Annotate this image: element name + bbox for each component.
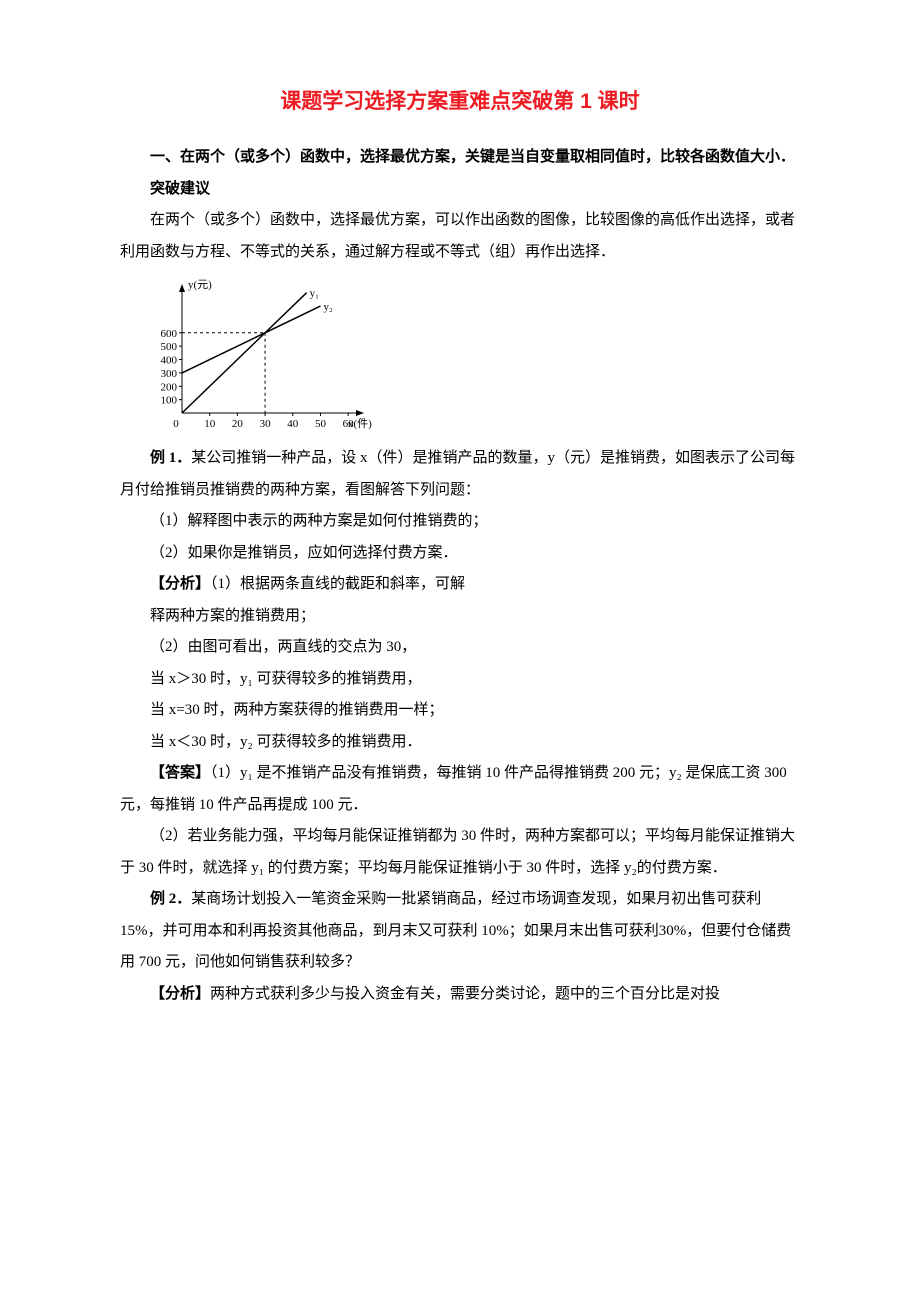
svg-text:x(件): x(件) (348, 417, 372, 430)
example-1: 例 1．某公司推销一种产品，设 x（件）是推销产品的数量，y（元）是推销费，如图… (120, 443, 800, 506)
example-1-answer-2: （2）若业务能力强，平均每月能保证推销都为 30 件时，两种方案都可以；平均每月… (120, 821, 800, 884)
example-1-q2: （2）如果你是推销员，应如何选择付费方案． (120, 538, 800, 570)
svg-text:500: 500 (161, 341, 178, 353)
svg-text:100: 100 (161, 395, 178, 407)
section-subheading: 突破建议 (120, 174, 800, 206)
svg-text:0: 0 (173, 418, 179, 430)
example-1-answer-1: 【答案】（1）y₁ 是不推销产品没有推销费，每推销 10 件产品得推销费 200… (120, 758, 800, 821)
example-2-body: 某商场计划投入一笔资金采购一批紧销商品，经过市场调查发现，如果月初出售可获利 1… (120, 891, 791, 970)
chart-figure: 1002003004005006001020304050600y₁y₂y(元)x… (150, 278, 800, 433)
page-title: 课题学习选择方案重难点突破第 1 课时 (120, 80, 800, 124)
svg-text:50: 50 (315, 418, 327, 430)
analysis-1-text: （1）根据两条直线的截距和斜率，可解 (210, 576, 465, 592)
answer-label: 【答案】 (150, 765, 210, 781)
example-1-body: 某公司推销一种产品，设 x（件）是推销产品的数量，y（元）是推销费，如图表示了公… (120, 450, 795, 498)
section-heading: 一、在两个（或多个）函数中，选择最优方案，关键是当自变量取相同值时，比较各函数值… (120, 142, 800, 174)
svg-text:y₁: y₁ (310, 288, 320, 300)
analysis-label: 【分析】 (150, 576, 210, 592)
example-2: 例 2．某商场计划投入一笔资金采购一批紧销商品，经过市场调查发现，如果月初出售可… (120, 884, 800, 979)
svg-text:30: 30 (260, 418, 272, 430)
analysis-label-2: 【分析】 (150, 986, 210, 1002)
svg-text:y(元): y(元) (188, 279, 212, 291)
example-1-analysis-2b: 当 x＞30 时，y₁ 可获得较多的推销费用， (120, 664, 800, 696)
example-1-analysis-2a: （2）由图可看出，两直线的交点为 30， (120, 632, 800, 664)
example-1-lead: 例 1． (150, 450, 191, 466)
analysis-2-text: 两种方式获利多少与投入资金有关，需要分类讨论，题中的三个百分比是对投 (210, 986, 720, 1002)
example-1-q1: （1）解释图中表示的两种方案是如何付推销费的； (120, 506, 800, 538)
section-body: 在两个（或多个）函数中，选择最优方案，可以作出函数的图像，比较图像的高低作出选择… (120, 205, 800, 268)
example-1-analysis-2c: 当 x=30 时，两种方案获得的推销费用一样； (120, 695, 800, 727)
svg-text:300: 300 (161, 368, 178, 380)
svg-text:200: 200 (161, 381, 178, 393)
svg-text:20: 20 (232, 418, 244, 430)
example-1-analysis-1b: 释两种方案的推销费用； (120, 601, 800, 633)
example-1-analysis-2d: 当 x＜30 时，y₂ 可获得较多的推销费用． (120, 727, 800, 759)
svg-text:600: 600 (161, 328, 178, 340)
svg-text:10: 10 (204, 418, 216, 430)
svg-text:40: 40 (287, 418, 299, 430)
example-2-analysis: 【分析】两种方式获利多少与投入资金有关，需要分类讨论，题中的三个百分比是对投 (120, 979, 800, 1011)
svg-text:400: 400 (161, 355, 178, 367)
example-2-lead: 例 2． (150, 891, 191, 907)
example-1-analysis-1: 【分析】（1）根据两条直线的截距和斜率，可解 (120, 569, 800, 601)
answer-1-text: （1）y₁ 是不推销产品没有推销费，每推销 10 件产品得推销费 200 元；y… (120, 765, 787, 813)
svg-text:y₂: y₂ (323, 301, 333, 313)
